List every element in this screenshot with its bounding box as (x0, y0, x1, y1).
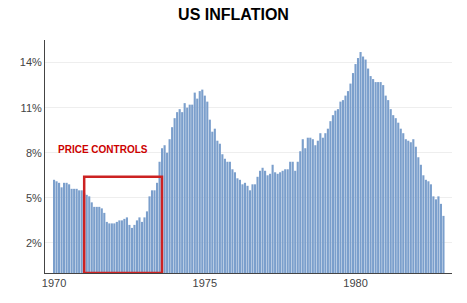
svg-text:1970: 1970 (42, 277, 66, 289)
svg-text:5%: 5% (26, 192, 42, 204)
svg-text:1975: 1975 (193, 277, 217, 289)
svg-text:US INFLATION: US INFLATION (178, 6, 289, 23)
svg-text:PRICE CONTROLS: PRICE CONTROLS (58, 144, 148, 155)
svg-text:1980: 1980 (343, 277, 367, 289)
svg-text:2%: 2% (26, 237, 42, 249)
svg-text:8%: 8% (26, 147, 42, 159)
svg-text:11%: 11% (21, 102, 42, 114)
svg-text:14%: 14% (20, 56, 42, 68)
